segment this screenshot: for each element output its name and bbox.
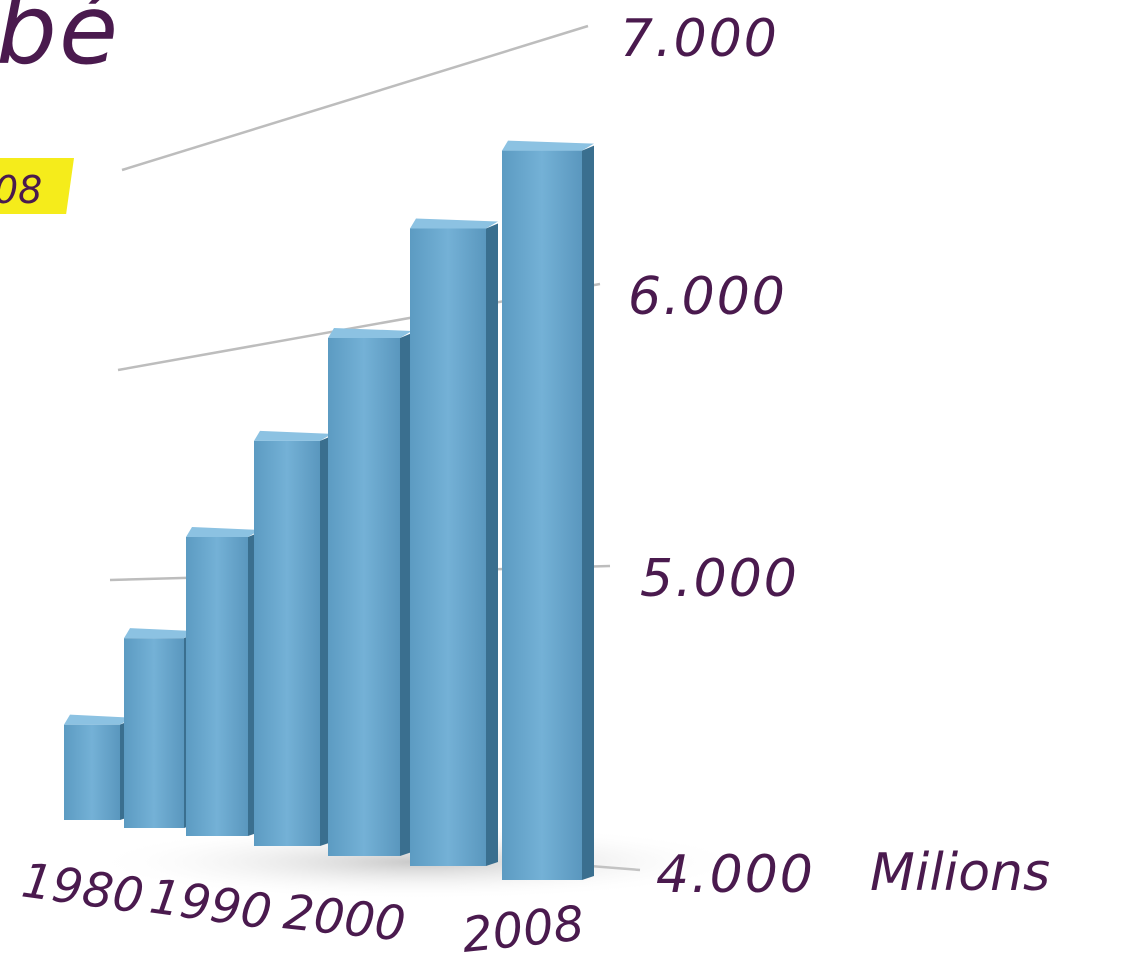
bar-6-side [486, 223, 498, 866]
bar-4-front [254, 440, 320, 846]
bar-2 [124, 628, 196, 828]
bar-2-front [124, 638, 184, 828]
highlighted-year-fragment: 08 [0, 168, 43, 212]
bar-5 [328, 328, 412, 856]
gridline-7.000 [121, 24, 589, 172]
bar-1-front [64, 724, 120, 820]
unit-label: Milions [870, 843, 1050, 903]
x-tick-2000: 2000 [281, 884, 408, 952]
bar-6 [410, 218, 498, 866]
bar-1 [64, 714, 132, 820]
bar-6-front [410, 228, 486, 866]
bar-5-top [328, 328, 412, 338]
y-tick-labels: 4.000 5.000 6.000 7.000 [620, 9, 815, 905]
bar-3-front [186, 537, 248, 836]
bar-5-front [328, 338, 400, 856]
bar-4-top [254, 430, 332, 441]
y-tick-5.000: 5.000 [640, 549, 799, 609]
x-tick-labels: 1980 1990 2000 2008 [18, 852, 586, 962]
bar-3 [186, 527, 260, 836]
y-tick-6.000: 6.000 [628, 267, 787, 327]
bar-6-top [410, 218, 498, 229]
bar-1-top [64, 714, 132, 725]
bar-3-top [186, 527, 260, 537]
bar-5-side [400, 333, 412, 856]
y-tick-4.000: 4.000 [656, 845, 815, 905]
bars [64, 140, 594, 881]
bar-7-front [502, 150, 582, 881]
bar-7 [502, 140, 594, 881]
bar-4 [254, 430, 332, 846]
x-tick-2008: 2008 [459, 895, 586, 962]
bar-7-top [502, 140, 594, 151]
bar-7-side [582, 145, 594, 881]
y-tick-7.000: 7.000 [620, 9, 779, 69]
bar-2-top [124, 628, 196, 639]
title-fragment: bé [0, 0, 120, 86]
